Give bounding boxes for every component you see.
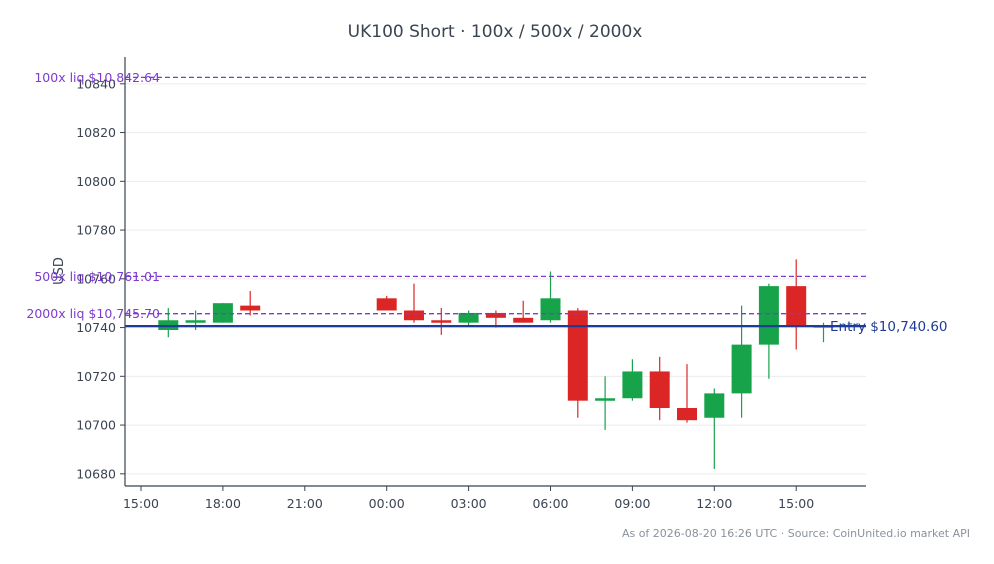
candle-body <box>404 311 424 321</box>
candle-body <box>213 303 233 323</box>
x-tick-label: 15:00 <box>123 496 159 511</box>
candle-body <box>704 393 724 417</box>
x-tick-label: 06:00 <box>532 496 568 511</box>
x-tick-label: 03:00 <box>451 496 487 511</box>
y-tick-label: 10720 <box>76 369 116 384</box>
liquidation-label: 2000x liq $10,745.70 <box>26 306 160 321</box>
level-labels: 100x liq $10,842.64 500x liq $10,761.01 20… <box>26 70 947 335</box>
y-tick-label: 10680 <box>76 466 116 481</box>
axes <box>125 57 866 486</box>
chart-title: UK100 Short · 100x / 500x / 2000x <box>348 22 643 42</box>
x-tick-label: 09:00 <box>614 496 650 511</box>
candle-body <box>786 286 806 325</box>
x-tick-label: 15:00 <box>778 496 814 511</box>
y-tick-label: 10820 <box>76 125 116 140</box>
candle-body <box>759 286 779 345</box>
candle-body <box>622 371 642 398</box>
y-tick-label: 10800 <box>76 174 116 189</box>
candle-body <box>431 320 451 323</box>
candle-body <box>595 398 615 401</box>
level-lines <box>125 77 866 326</box>
liquidation-label: 100x liq $10,842.64 <box>34 70 160 85</box>
grid-layer <box>125 84 866 474</box>
x-tick-label: 12:00 <box>696 496 732 511</box>
candle-body <box>459 313 479 323</box>
y-tick-label: 10700 <box>76 418 116 433</box>
candle-body <box>732 345 752 394</box>
candle-layer <box>158 259 833 469</box>
liquidation-label: 500x liq $10,761.01 <box>34 269 160 284</box>
candle-body <box>240 306 260 311</box>
footer-source: As of 2026-08-20 16:26 UTC · Source: Coi… <box>622 527 970 540</box>
candle-body <box>568 311 588 401</box>
x-tick-label: 18:00 <box>205 496 241 511</box>
tick-labels: 1068010700107201074010760107801080010820… <box>76 76 814 511</box>
x-tick-label: 00:00 <box>369 496 405 511</box>
candle-body <box>541 298 561 320</box>
candle-body <box>186 320 206 323</box>
candle-body <box>513 318 533 323</box>
y-tick-label: 10740 <box>76 320 116 335</box>
entry-label: Entry $10,740.60 <box>830 319 948 335</box>
candle-body <box>377 298 397 310</box>
x-tick-label: 21:00 <box>287 496 323 511</box>
candle-body <box>677 408 697 420</box>
y-tick-label: 10780 <box>76 223 116 238</box>
candle-body <box>650 371 670 408</box>
